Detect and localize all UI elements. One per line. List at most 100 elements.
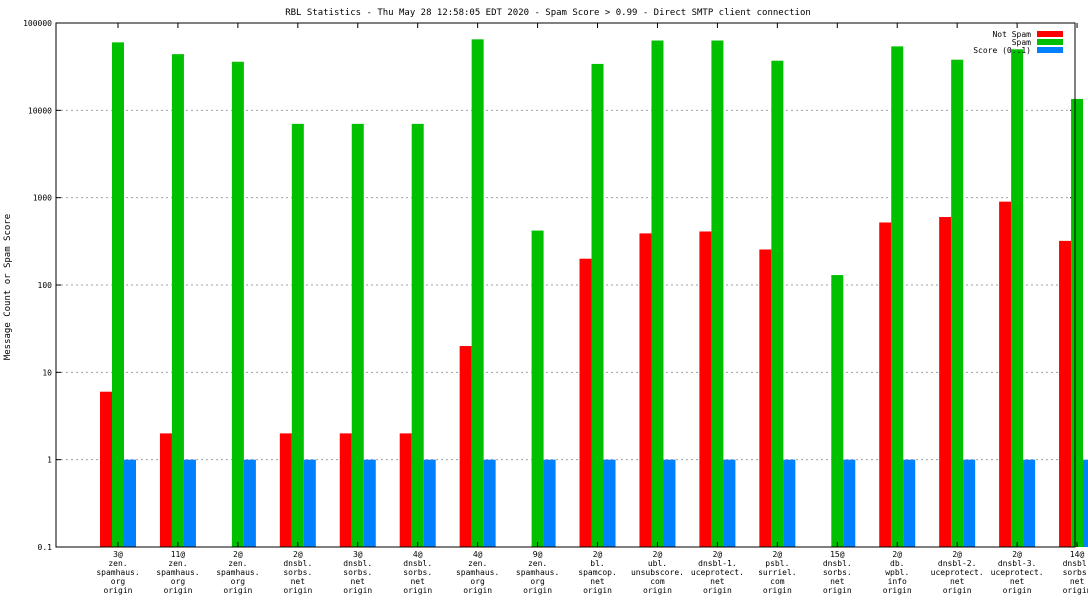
bar-score-0-1 [903,459,916,547]
x-tick-label: zen. [168,559,187,568]
y-tick-label: 0.1 [38,543,53,552]
bar-score-0-1 [1023,459,1036,547]
x-tick-label: bl. [590,559,604,568]
x-tick-label: 3@ [353,550,363,559]
x-tick-label: spamhaus. [96,568,139,577]
x-tick-label: spamhaus. [516,568,559,577]
bar-spam [951,59,964,547]
legend-label: Spam [1012,38,1031,47]
x-tick-label: 4@ [413,550,423,559]
x-tick-label: zen. [228,559,247,568]
bar-spam [831,275,844,547]
x-tick-label: origin [343,586,372,595]
bar-not-spam [1059,240,1072,547]
legend-label: Not Spam [992,30,1031,39]
x-tick-label: 3@ [113,550,123,559]
x-tick-label: org [231,577,246,586]
x-tick-label: net [291,577,306,586]
x-tick-label: net [1010,577,1025,586]
x-tick-label: net [950,577,965,586]
grid-lines [56,109,1075,461]
x-tick-label: net [590,577,605,586]
x-tick-label: 2@ [773,550,783,559]
bar-score-0-1 [1083,459,1088,547]
x-tick-label: net [410,577,425,586]
x-tick-label: origin [943,586,972,595]
x-tick-label: org [470,577,485,586]
x-tick-label: zen. [468,559,487,568]
y-tick-label: 100000 [23,19,52,28]
x-tick-label: 2@ [593,550,603,559]
y-axis-label: Message Count or Spam Score [3,214,13,360]
x-tick-label: origin [643,586,672,595]
x-tick-label: origin [403,586,432,595]
x-tick-label: 2@ [892,550,902,559]
bar-score-0-1 [843,459,856,547]
x-tick-label: sorbs. [403,568,432,577]
x-tick-label: origin [104,586,133,595]
x-tick-label: origin [223,586,252,595]
x-tick-label: origin [703,586,732,595]
x-tick-label: origin [1003,586,1032,595]
x-tick-label: dnsbl. [283,559,312,568]
bar-not-spam [939,217,952,548]
bar-spam [1071,98,1084,547]
x-tick-label: 2@ [952,550,962,559]
legend-swatch [1037,31,1063,37]
legend-swatch [1037,47,1063,53]
bar-spam [112,42,124,548]
x-tick-label: origin [823,586,852,595]
bar-score-0-1 [483,459,496,547]
bar-score-0-1 [963,459,976,547]
x-tick-label: sorbs. [283,568,312,577]
bar-not-spam [100,391,112,547]
x-tick-label: origin [463,586,492,595]
y-tick-label: 10 [42,368,52,377]
x-tick-label: origin [763,586,792,595]
x-tick-label: 11@ [171,550,186,559]
plot-frame [55,22,1076,548]
x-tick-label: org [111,577,126,586]
x-tick-label: com [770,577,785,586]
x-tick-label: info [888,577,907,586]
bar-spam [711,40,724,547]
bar-score-0-1 [363,459,376,547]
x-tick-label: net [710,577,725,586]
x-tick-label: net [351,577,366,586]
bar-spam [471,39,484,548]
x-tick-label: uceprotect. [931,568,984,577]
x-tick-label: unsubscore. [631,568,684,577]
x-tick-label: dnsbl-3. [998,559,1037,568]
bar-not-spam [699,231,712,548]
bar-not-spam [279,433,292,547]
x-tick-label: spamhaus. [216,568,259,577]
bar-not-spam [459,346,472,547]
bar-spam [891,46,904,548]
bar-not-spam [399,433,412,547]
x-tick-label: sorbs. [823,568,852,577]
x-axis-labels: 3@zen.spamhaus.orgorigin11@zen.spamhaus.… [96,23,1088,595]
x-tick-label: dnsbl-1. [698,559,737,568]
x-tick-label: com [650,577,665,586]
x-tick-label: org [530,577,545,586]
x-tick-label: 2@ [653,550,663,559]
x-tick-label: origin [1063,586,1088,595]
x-tick-label: net [830,577,845,586]
x-tick-label: 2@ [713,550,723,559]
bar-spam [351,123,364,547]
bar-spam [771,60,784,547]
x-tick-label: origin [583,586,612,595]
x-tick-label: 2@ [293,550,303,559]
bar-score-0-1 [124,459,136,547]
x-tick-label: dnsbl. [823,559,852,568]
bar-spam [1011,49,1024,548]
x-tick-label: ubl. [648,559,667,568]
bar-score-0-1 [543,459,556,547]
bar-score-0-1 [303,459,316,547]
bar-not-spam [879,222,892,547]
bars [100,39,1088,548]
bar-score-0-1 [663,459,676,547]
bar-spam [531,230,544,547]
